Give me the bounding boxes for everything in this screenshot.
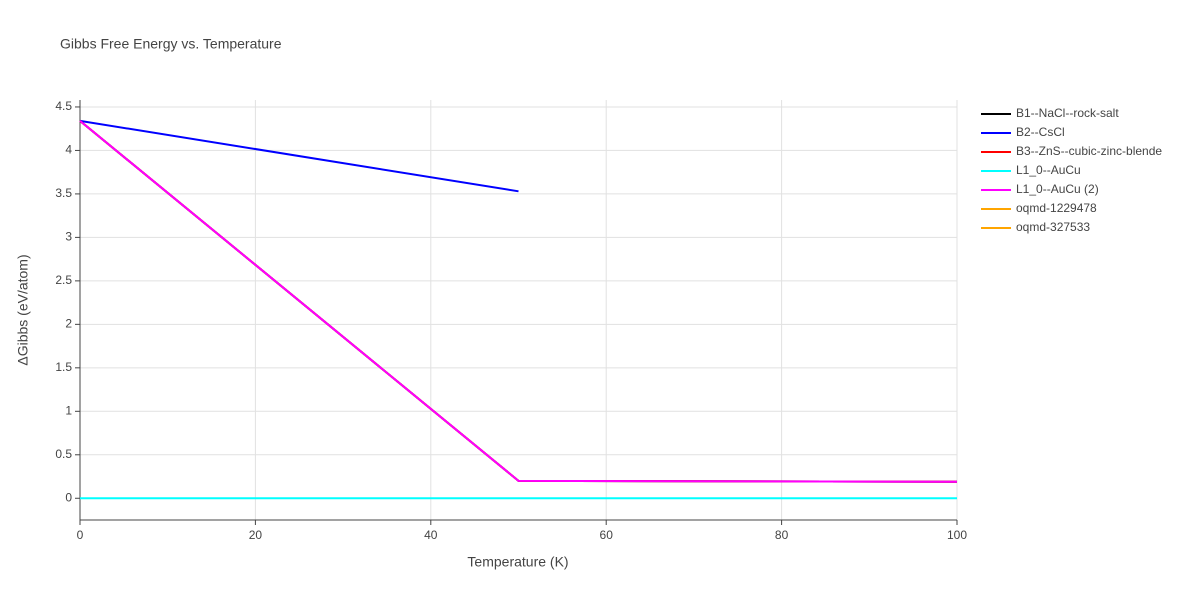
legend-label: L1_0--AuCu: [1016, 163, 1081, 177]
y-tick-label: 3.5: [55, 186, 72, 200]
y-tick-label: 2: [65, 317, 72, 331]
x-tick-label: 80: [775, 528, 789, 542]
chart-title: Gibbs Free Energy vs. Temperature: [60, 36, 282, 52]
y-tick-label: 0: [65, 490, 72, 504]
x-axis-title: Temperature (K): [467, 554, 568, 570]
legend-label: B2--CsCl: [1016, 125, 1065, 139]
series-line: [79, 120, 958, 483]
legend-label: B3--ZnS--cubic-zinc-blende: [1016, 144, 1162, 158]
y-tick-label: 4.5: [55, 99, 72, 113]
series-line: [79, 119, 519, 193]
legend-label: B1--NaCl--rock-salt: [1016, 106, 1119, 120]
y-tick-label: 1.5: [55, 360, 72, 374]
y-axis-title: ΔGibbs (eV/atom): [15, 254, 31, 365]
legend-label: oqmd-1229478: [1016, 201, 1097, 215]
y-tick-label: 2.5: [55, 273, 72, 287]
y-tick-label: 1: [65, 403, 72, 417]
legend-label: L1_0--AuCu (2): [1016, 182, 1099, 196]
y-tick-label: 4: [65, 143, 72, 157]
x-tick-label: 100: [947, 528, 967, 542]
x-tick-label: 0: [77, 528, 84, 542]
y-tick-label: 3: [65, 230, 72, 244]
legend-label: oqmd-327533: [1016, 220, 1090, 234]
x-tick-label: 20: [249, 528, 263, 542]
x-tick-label: 40: [424, 528, 438, 542]
x-tick-label: 60: [600, 528, 614, 542]
y-tick-label: 0.5: [55, 447, 72, 461]
